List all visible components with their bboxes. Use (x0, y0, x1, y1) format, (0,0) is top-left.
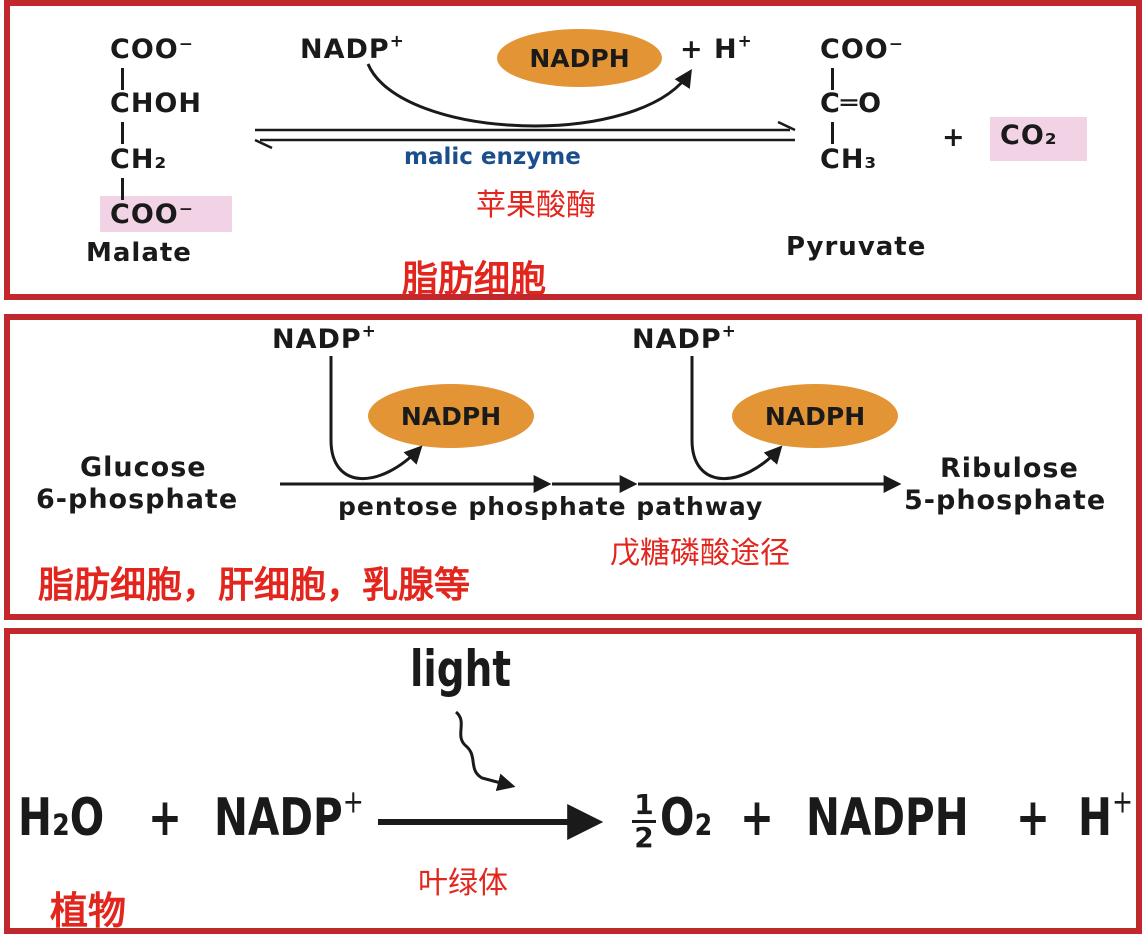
pyruvate-carbonyl: C═O (820, 88, 883, 119)
bond-line (831, 68, 834, 90)
co2-highlight (990, 117, 1087, 161)
plus-sign: + (942, 122, 966, 153)
enzyme-label-cn: 苹果酸酶 (476, 188, 596, 223)
photosynthesis-panel (4, 628, 1142, 934)
half-fraction: 1 2 (632, 790, 656, 853)
bond-line (121, 178, 124, 200)
location-label-cn: 脂肪细胞 (402, 259, 547, 300)
location-label-cn: 脂肪细胞，肝细胞，乳腺等 (38, 565, 471, 606)
malate-label: Malate (86, 238, 192, 268)
pyruvate-label: Pyruvate (786, 232, 927, 262)
plus-sign: + (740, 788, 774, 848)
proton-label: H+ (1078, 782, 1134, 848)
nadph-oval-1: NADPH (368, 384, 534, 448)
product-label-line2: 5-phosphate (904, 485, 1107, 516)
malate-choh: CHOH (110, 88, 202, 119)
nadp-reactant-2: NADP+ (632, 320, 737, 355)
malate-carboxyl-highlight (100, 196, 232, 232)
organelle-label-cn: 叶绿体 (418, 866, 508, 901)
plus-h-proton: + H+ (680, 30, 753, 65)
pyruvate-coo: COO⁻ (820, 34, 904, 65)
product-label-line1: Ribulose (940, 453, 1079, 484)
malate-ch2: CH₂ (110, 144, 168, 175)
bond-line (121, 68, 124, 90)
light-label: light (410, 640, 512, 698)
substrate-label-line1: Glucose (80, 452, 207, 483)
nadp-reactant: NADP+ (300, 30, 405, 65)
bond-line (121, 122, 124, 144)
nadp-reactant: NADP+ (214, 782, 364, 848)
plus-sign: + (148, 788, 182, 848)
pyruvate-ch3: CH₃ (820, 144, 878, 175)
water-label: H₂O (18, 788, 105, 848)
pathway-label-cn: 戊糖磷酸途径 (610, 536, 790, 571)
plus-sign: + (1016, 788, 1050, 848)
enzyme-label: malic enzyme (404, 144, 581, 170)
oxygen-label: O₂ (660, 788, 713, 848)
malate-coo-top: COO⁻ (110, 34, 194, 65)
nadph-oval-2: NADPH (732, 384, 898, 448)
bond-line (831, 122, 834, 144)
fraction-denominator: 2 (632, 820, 656, 853)
substrate-label-line2: 6-phosphate (36, 484, 239, 515)
co2-label: CO₂ (1000, 120, 1058, 151)
fraction-numerator: 1 (634, 788, 654, 821)
malate-coo-bottom: COO⁻ (110, 199, 194, 230)
pentose-phosphate-panel (4, 314, 1142, 620)
nadp-reactant-1: NADP+ (272, 320, 377, 355)
pathway-label: pentose phosphate pathway (338, 492, 764, 521)
nadph-oval: NADPH (497, 29, 662, 87)
location-label-cn: 植物 (50, 889, 127, 933)
nadph-product: NADPH (806, 788, 969, 848)
